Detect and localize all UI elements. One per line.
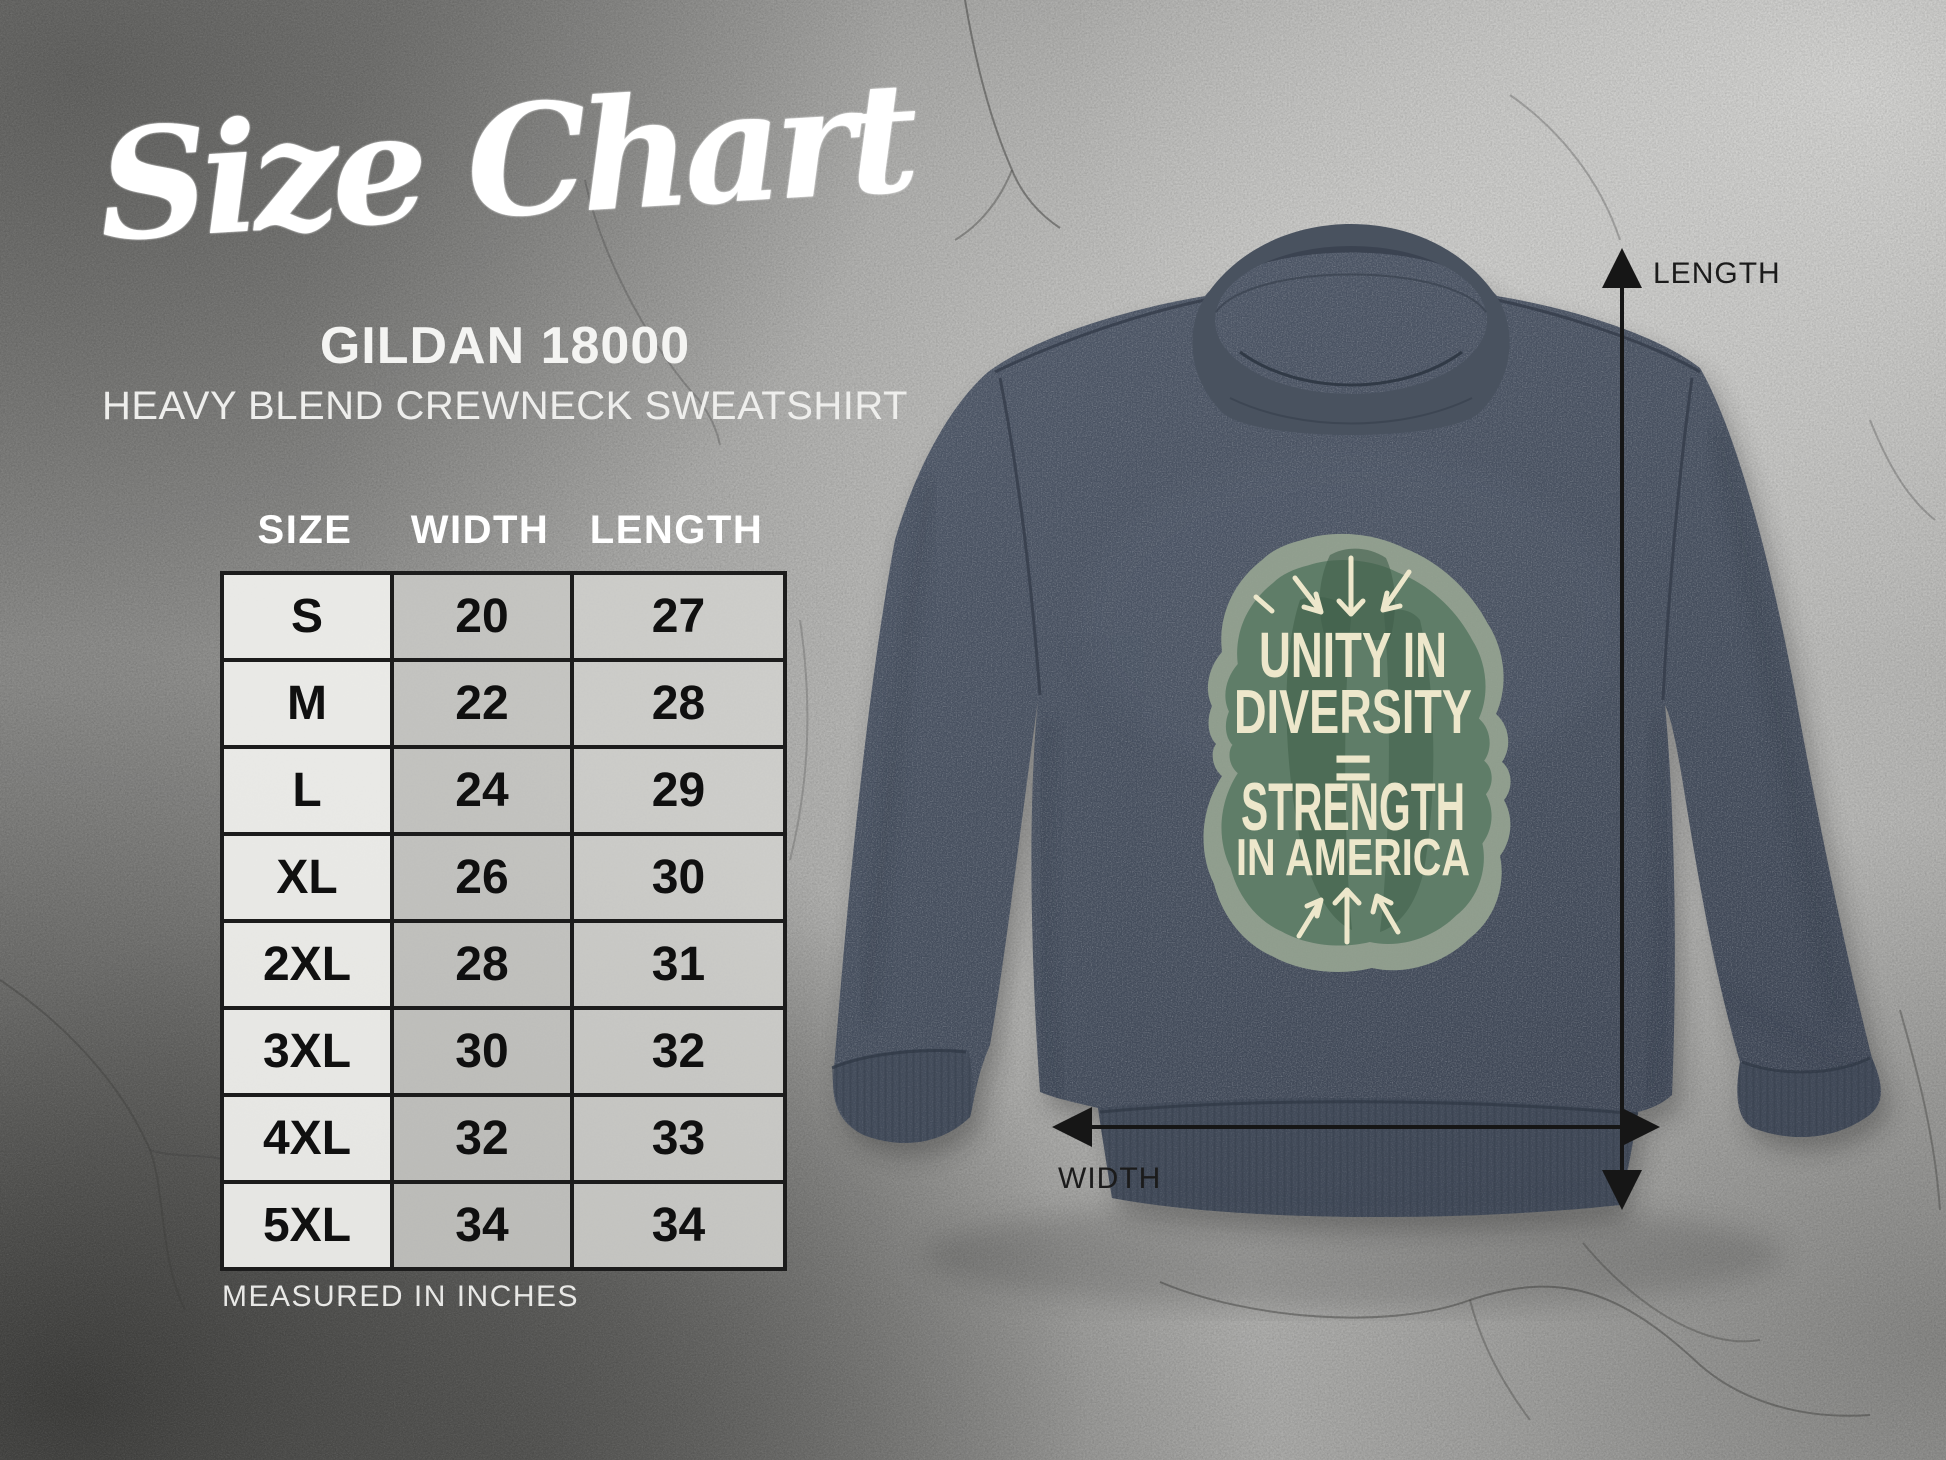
width-cell: 24 — [390, 745, 574, 836]
print-line-diversity: DIVERSITY — [1234, 678, 1472, 747]
size-cell: 2XL — [220, 919, 394, 1010]
print-equals-sign: = — [1334, 730, 1373, 804]
length-label: LENGTH — [1653, 257, 1781, 290]
length-cell: 29 — [570, 745, 787, 836]
width-cell: 20 — [390, 571, 574, 662]
size-cell: 3XL — [220, 1006, 394, 1097]
size-cell: L — [220, 745, 394, 836]
length-cell: 32 — [570, 1006, 787, 1097]
print-line-unity: UNITY IN — [1259, 619, 1447, 691]
table-row: 2XL 28 31 — [220, 919, 787, 1010]
size-table: S 20 27 M 22 28 L 24 29 XL 26 30 2XL 28 31 3XL 30 32 4XL 32… — [220, 571, 787, 1271]
table-row: 3XL 30 32 — [220, 1006, 787, 1097]
print-line-america: IN AMERICA — [1236, 829, 1470, 887]
length-cell: 33 — [570, 1093, 787, 1184]
print-arrows-top — [1253, 555, 1412, 617]
table-row: 4XL 32 33 — [220, 1093, 787, 1184]
right-cuff — [1738, 1056, 1880, 1138]
width-cell: 26 — [390, 832, 574, 923]
units-note: MEASURED IN INCHES — [222, 1280, 580, 1313]
length-cell: 28 — [570, 658, 787, 749]
size-cell: XL — [220, 832, 394, 923]
width-cell: 28 — [390, 919, 574, 1010]
table-row: S 20 27 — [220, 571, 787, 662]
product-name: GILDAN 18000 — [319, 317, 691, 375]
left-cuff — [831, 1048, 974, 1143]
width-cell: 30 — [390, 1006, 574, 1097]
measurement-annotations: LENGTH WIDTH — [1052, 248, 1781, 1210]
table-row: M 22 28 — [220, 658, 787, 749]
width-cell: 22 — [390, 658, 574, 749]
length-cell: 27 — [570, 571, 787, 662]
table-row: L 24 29 — [220, 745, 787, 836]
width-label: WIDTH — [1058, 1162, 1161, 1195]
print-arrows-bottom — [1296, 887, 1401, 945]
length-cell: 30 — [570, 832, 787, 923]
column-header-size: SIZE — [257, 507, 353, 552]
column-header-length: LENGTH — [589, 507, 764, 552]
faces-silhouette-graphic — [1203, 533, 1511, 972]
print-line-strength: STRENGTH — [1241, 769, 1465, 845]
size-cell: 5XL — [220, 1180, 394, 1271]
length-cell: 34 — [570, 1180, 787, 1271]
column-header-width: WIDTH — [410, 507, 550, 552]
product-subtitle: HEAVY BLEND CREWNECK SWEATSHIRT — [101, 384, 908, 428]
width-cell: 32 — [390, 1093, 574, 1184]
size-cell: 4XL — [220, 1093, 394, 1184]
table-row: 5XL 34 34 — [220, 1180, 787, 1271]
size-cell: M — [220, 658, 394, 749]
table-row: XL 26 30 — [220, 832, 787, 923]
length-cell: 31 — [570, 919, 787, 1010]
width-cell: 34 — [390, 1180, 574, 1271]
collar — [1192, 224, 1510, 435]
size-cell: S — [220, 571, 394, 662]
size-table-body: S 20 27 M 22 28 L 24 29 XL 26 30 2XL 28 31 3XL 30 32 4XL 32… — [220, 571, 787, 1271]
size-table-headers: SIZE WIDTH LENGTH — [220, 498, 783, 562]
waistband — [1098, 1097, 1639, 1217]
chest-print: UNITY IN DIVERSITY = STRENGTH IN AMERICA — [1203, 533, 1511, 972]
